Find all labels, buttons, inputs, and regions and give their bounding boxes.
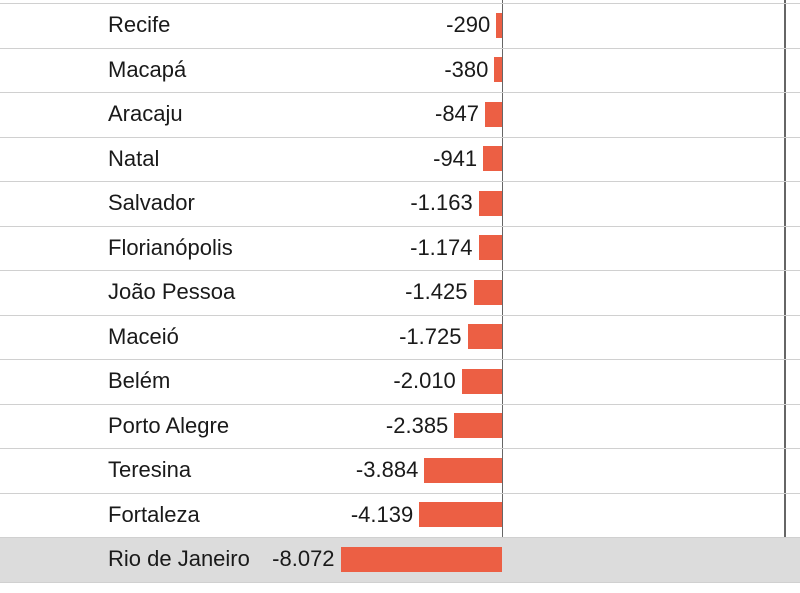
city-label: Recife xyxy=(108,12,170,38)
value-text: -1.725 xyxy=(242,324,462,350)
city-label: Maceió xyxy=(108,324,179,350)
city-label: Natal xyxy=(108,146,159,172)
value-bar xyxy=(483,146,502,171)
city-label: Salvador xyxy=(108,190,195,216)
value-bar xyxy=(462,369,502,394)
value-text: -290 xyxy=(270,12,490,38)
value-text: -8.072 xyxy=(115,546,335,572)
city-label: Fortaleza xyxy=(108,502,200,528)
city-label: Macapá xyxy=(108,57,186,83)
value-text: -380 xyxy=(268,57,488,83)
value-bar xyxy=(494,57,502,82)
value-bar xyxy=(496,13,502,38)
city-label: João Pessoa xyxy=(108,279,235,305)
value-bar xyxy=(424,458,502,483)
value-text: -847 xyxy=(259,101,479,127)
value-bar xyxy=(341,547,502,572)
value-text: -1.425 xyxy=(248,279,468,305)
value-bar xyxy=(419,502,502,527)
value-text: -2.010 xyxy=(236,368,456,394)
grid-line xyxy=(0,582,800,583)
city-label: Porto Alegre xyxy=(108,413,229,439)
value-text: -2.385 xyxy=(228,413,448,439)
value-text: -941 xyxy=(257,146,477,172)
city-label: Aracaju xyxy=(108,101,183,127)
city-label: Teresina xyxy=(108,457,191,483)
value-bar xyxy=(474,280,503,305)
value-text: -1.174 xyxy=(253,235,473,261)
city-label: Florianópolis xyxy=(108,235,233,261)
city-balance-bar-chart: Recife -290 Macapá -380 Aracaju -847 Natal -941… xyxy=(0,0,800,593)
value-bar xyxy=(479,235,502,260)
value-bar xyxy=(454,413,502,438)
value-bar xyxy=(468,324,503,349)
value-bar xyxy=(485,102,502,127)
city-label: Belém xyxy=(108,368,170,394)
value-bar xyxy=(479,191,502,216)
value-text: -1.163 xyxy=(253,190,473,216)
value-text: -4.139 xyxy=(193,502,413,528)
value-text: -3.884 xyxy=(198,457,418,483)
